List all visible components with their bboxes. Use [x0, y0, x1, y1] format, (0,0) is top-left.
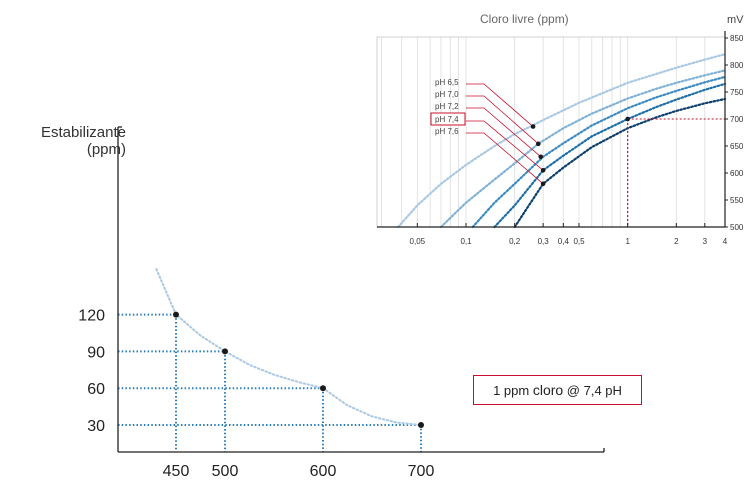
main-y-axis-label-line2: (ppm): [86, 141, 126, 158]
annotation-text-big: cloro: [532, 382, 564, 398]
inset-y-tick-label: 800: [730, 61, 744, 70]
inset-x-tick-label: 4: [723, 237, 728, 246]
main-data-point: [173, 311, 179, 318]
inset-data-point: [535, 141, 541, 147]
main-y-axis-label: Estabilizante (ppm): [8, 124, 126, 158]
main-y-axis-label-line1: Estabilizante: [40, 124, 126, 141]
main-y-tick-label: 30: [87, 418, 105, 435]
main-x-tick-label: 450: [163, 463, 190, 480]
inset-x-tick-label: 1: [625, 237, 630, 246]
inset-y-tick-label: 550: [730, 196, 744, 205]
main-data-point: [320, 385, 326, 392]
inset-data-point: [540, 181, 546, 187]
main-data-point: [222, 348, 228, 355]
inset-x-tick-label: 3: [703, 237, 708, 246]
main-data-point: [418, 422, 424, 428]
main-y-tick-label: 120: [78, 308, 105, 325]
inset-series-line: [471, 75, 727, 229]
main-series-line: [155, 268, 422, 426]
inset-y-tick-label: 750: [730, 88, 744, 97]
inset-x-tick-label: 2: [674, 237, 679, 246]
annotation-text-before: 1 ppm: [493, 383, 533, 398]
inset-legend-highlight-box: [430, 112, 466, 126]
inset-x-tick-label: 0,1: [460, 237, 472, 246]
inset-legend-label: pH 7,2: [435, 102, 459, 111]
inset-series-line: [397, 53, 727, 229]
inset-x-tick-label: 0,2: [509, 237, 521, 246]
main-y-tick-label: 90: [87, 344, 105, 361]
main-y-tick-label: 60: [87, 381, 105, 398]
inset-series-line: [493, 82, 727, 229]
inset-series-line: [439, 69, 727, 229]
inset-x-tick-label: 0,4: [558, 237, 570, 246]
annotation-box: 1 ppm cloro @ 7,4 pH: [473, 375, 642, 405]
inset-data-point: [530, 124, 536, 129]
main-x-tick-label: 500: [212, 463, 239, 480]
annotation-text-after: @ 7,4 pH: [563, 383, 622, 398]
inset-data-point: [538, 154, 544, 160]
inset-y-tick-label: 600: [730, 169, 744, 178]
inset-legend-leader-line: [466, 107, 542, 158]
inset-plot-frame: [376, 36, 726, 228]
inset-legend-leader-line: [466, 132, 544, 185]
main-x-tick-label: 700: [408, 463, 435, 480]
inset-data-point: [625, 116, 630, 122]
inset-legend-label: pH 7,4: [435, 115, 459, 124]
inset-y-axis-unit: mV: [727, 14, 744, 26]
inset-legend-label: pH 7,6: [435, 127, 459, 136]
inset-legend-leader-line: [466, 120, 544, 171]
inset-title: Cloro livre (ppm): [480, 12, 569, 26]
inset-y-tick-label: 700: [730, 115, 744, 124]
inset-data-point: [540, 168, 546, 173]
inset-x-tick-label: 0,05: [410, 237, 426, 246]
inset-x-tick-label: 0,5: [573, 237, 585, 246]
main-x-tick-label: 600: [310, 463, 337, 480]
inset-y-tick-label: 850: [730, 34, 744, 43]
inset-x-tick-label: 0,3: [538, 237, 550, 246]
inset-legend-leader-line: [466, 95, 539, 145]
inset-legend-leader-line: [466, 83, 534, 127]
inset-y-tick-label: 650: [730, 142, 744, 151]
inset-legend-label: pH 6,5: [435, 78, 459, 87]
inset-y-tick-label: 500: [730, 223, 744, 232]
inset-legend-label: pH 7,0: [435, 90, 459, 99]
